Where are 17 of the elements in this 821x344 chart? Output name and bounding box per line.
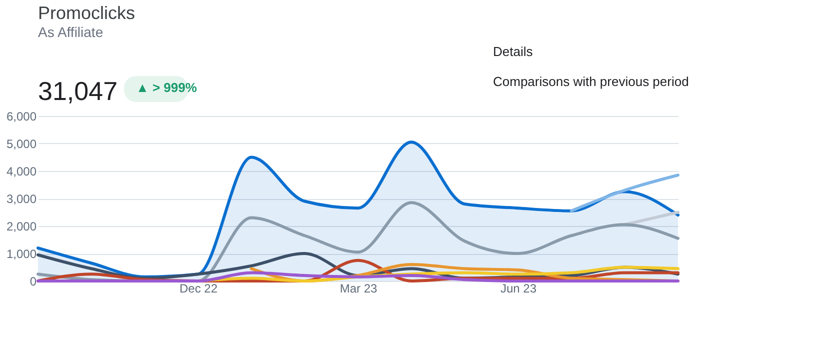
y-tick-label: 4,000 <box>6 164 37 178</box>
y-tick-label: 0 <box>30 274 37 288</box>
x-tick-label: Jun 23 <box>500 282 537 296</box>
x-tick-label: Mar 23 <box>340 282 378 296</box>
text: 31,047 <box>38 76 118 106</box>
x-tick-label: Dec 22 <box>179 282 218 296</box>
y-tick-label: 6,000 <box>6 110 37 124</box>
chart-title: Promoclicks <box>38 3 136 23</box>
y-tick-label: 3,000 <box>6 192 37 206</box>
text: Comparisons with previous period <box>493 74 689 89</box>
y-tick-label: 1,000 <box>6 247 37 261</box>
line-series <box>36 271 680 282</box>
chart-subtitle: As Affiliate <box>38 24 104 40</box>
y-tick-label: 5,000 <box>6 137 37 151</box>
y-tick-label: 2,000 <box>6 220 37 234</box>
text: Details <box>493 44 534 59</box>
text: ▲ > 999% <box>136 80 198 95</box>
